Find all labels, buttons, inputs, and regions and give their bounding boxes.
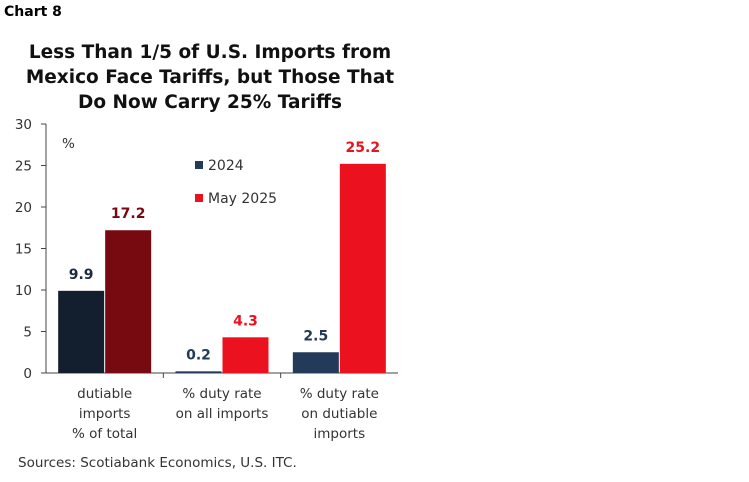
source-note: Sources: Scotiabank Economics, U.S. ITC. [18, 455, 297, 471]
legend-swatch [195, 161, 203, 169]
x-category-label: % duty rate [182, 386, 261, 402]
data-label: 2.5 [303, 328, 328, 344]
data-label: 0.2 [186, 347, 211, 363]
legend-label: May 2025 [208, 191, 277, 207]
chart-number: Chart 8 [4, 4, 62, 20]
bar-may-2025 [339, 163, 386, 373]
bar-may-2025 [105, 230, 152, 373]
y-tick-label: 5 [23, 325, 32, 341]
y-tick-label: 0 [23, 366, 32, 382]
y-tick-label: 20 [15, 200, 32, 216]
legend-label: 2024 [208, 158, 244, 174]
data-label: 17.2 [111, 206, 146, 222]
title-line: Do Now Carry 25% Tariffs [78, 92, 342, 113]
chart-title: Less Than 1/5 of U.S. Imports from Mexic… [0, 40, 420, 115]
data-label: 25.2 [346, 140, 381, 156]
x-category-label: dutiable [77, 386, 132, 402]
bar-may-2025 [222, 337, 269, 373]
x-category-label: % of total [72, 426, 137, 442]
bar-2024 [58, 290, 105, 373]
legend-swatch [195, 194, 203, 202]
x-category-label: on all imports [176, 406, 269, 422]
bar-2024 [292, 352, 339, 373]
y-tick-label: 25 [15, 159, 32, 175]
data-label: 9.9 [69, 267, 94, 283]
y-axis-unit: % [62, 136, 75, 152]
y-tick-label: 30 [15, 117, 32, 133]
x-category-label: % duty rate [300, 386, 379, 402]
x-category-label: imports [79, 406, 131, 422]
bar-2024 [175, 371, 222, 373]
title-line: Mexico Face Tariffs, but Those That [25, 67, 395, 88]
x-category-label: imports [314, 426, 366, 442]
x-category-label: on dutiable [301, 406, 377, 422]
data-label: 4.3 [233, 313, 258, 329]
y-tick-label: 15 [15, 242, 32, 258]
y-tick-label: 10 [15, 283, 32, 299]
title-line: Less Than 1/5 of U.S. Imports from [28, 42, 392, 63]
